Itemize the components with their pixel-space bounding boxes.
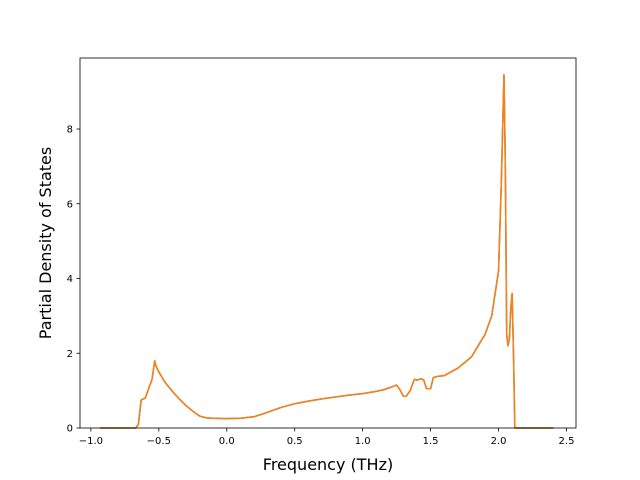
x-tick-label: 0.0	[219, 436, 235, 447]
x-tick-label: 2.0	[491, 436, 507, 447]
plot-area	[80, 58, 576, 428]
y-tick-label: 2	[67, 349, 73, 360]
x-axis-label: Frequency (THz)	[263, 455, 393, 474]
y-tick-label: 6	[67, 199, 73, 210]
y-tick-label: 4	[67, 274, 73, 285]
x-tick-label: −1.0	[79, 436, 103, 447]
y-tick-label: 0	[67, 424, 73, 435]
y-axis-label: Partial Density of States	[36, 147, 55, 339]
x-tick-label: 2.5	[559, 436, 575, 447]
x-tick-label: 0.5	[287, 436, 303, 447]
x-tick-label: 1.0	[355, 436, 371, 447]
x-tick-label: −0.5	[147, 436, 171, 447]
plot-frame	[79, 57, 577, 429]
x-tick-label: 1.5	[423, 436, 439, 447]
series-layer	[99, 74, 554, 429]
y-tick-label: 8	[67, 125, 73, 136]
series-line-2	[99, 74, 554, 429]
y-axis-ticks: 0 2 4 6 8	[67, 125, 80, 435]
x-axis-ticks: −1.0 −0.5 0.0 0.5 1.0 1.5 2.0 2.5	[79, 428, 575, 447]
